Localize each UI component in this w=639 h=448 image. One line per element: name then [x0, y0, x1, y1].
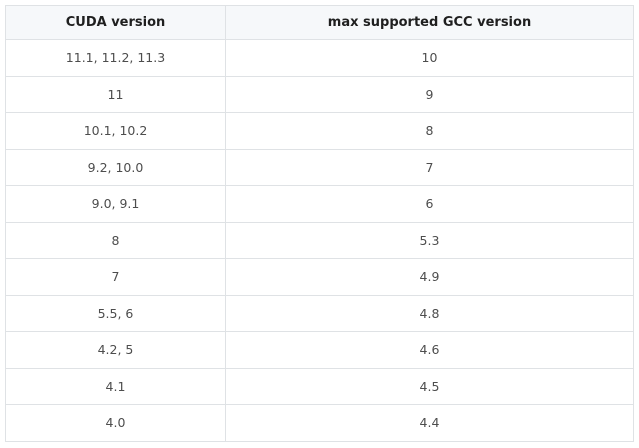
- table-row: 5.5, 6 4.8: [5, 294, 634, 332]
- cuda-version-cell: 4.2, 5: [5, 331, 226, 369]
- table-row: 4.1 4.5: [5, 367, 634, 405]
- table-row: 9.0, 9.1 6: [5, 185, 634, 223]
- table-row: 4.0 4.4: [5, 404, 634, 442]
- gcc-version-cell: 9: [225, 75, 634, 113]
- gcc-version-cell: 10: [225, 39, 634, 77]
- cuda-version-cell: 11.1, 11.2, 11.3: [5, 39, 226, 77]
- cuda-version-cell: 9.2, 10.0: [5, 148, 226, 186]
- table-row: 10.1, 10.2 8: [5, 112, 634, 150]
- gcc-version-cell: 4.6: [225, 331, 634, 369]
- cuda-version-cell: 4.0: [5, 404, 226, 442]
- cuda-version-cell: 5.5, 6: [5, 294, 226, 332]
- gcc-version-cell: 4.8: [225, 294, 634, 332]
- table-row: 9.2, 10.0 7: [5, 148, 634, 186]
- table-row: 11 9: [5, 75, 634, 113]
- cuda-version-cell: 7: [5, 258, 226, 296]
- cuda-version-cell: 10.1, 10.2: [5, 112, 226, 150]
- gcc-version-cell: 4.5: [225, 367, 634, 405]
- table-body: 11.1, 11.2, 11.3 10 11 9 10.1, 10.2 8 9.…: [5, 39, 634, 442]
- gcc-version-cell: 7: [225, 148, 634, 186]
- table-row: 11.1, 11.2, 11.3 10: [5, 39, 634, 77]
- cuda-version-cell: 8: [5, 221, 226, 259]
- table-header-row: CUDA version max supported GCC version: [5, 5, 634, 40]
- gcc-version-cell: 4.4: [225, 404, 634, 442]
- gcc-version-cell: 8: [225, 112, 634, 150]
- cuda-gcc-table-container: CUDA version max supported GCC version 1…: [5, 5, 634, 442]
- table-row: 7 4.9: [5, 258, 634, 296]
- gcc-version-cell: 6: [225, 185, 634, 223]
- table-row: 8 5.3: [5, 221, 634, 259]
- cuda-version-cell: 9.0, 9.1: [5, 185, 226, 223]
- cuda-version-cell: 4.1: [5, 367, 226, 405]
- cuda-version-cell: 11: [5, 75, 226, 113]
- gcc-version-cell: 4.9: [225, 258, 634, 296]
- table-row: 4.2, 5 4.6: [5, 331, 634, 369]
- gcc-version-cell: 5.3: [225, 221, 634, 259]
- header-cuda-version: CUDA version: [5, 5, 226, 40]
- cuda-gcc-compatibility-table: CUDA version max supported GCC version 1…: [5, 5, 634, 442]
- header-max-gcc-version: max supported GCC version: [225, 5, 634, 40]
